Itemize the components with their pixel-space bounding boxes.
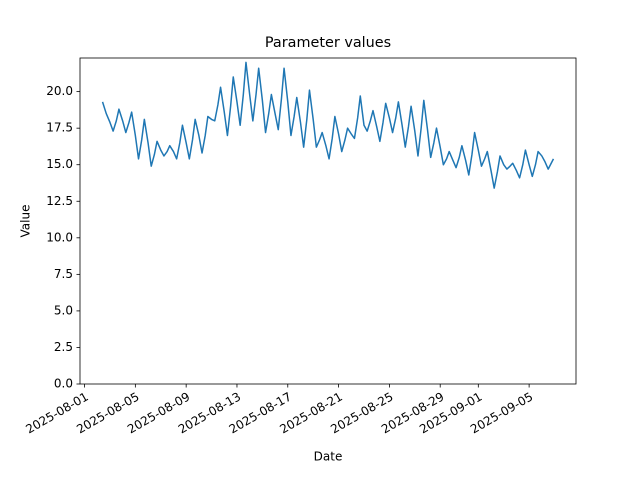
y-tick-label: 12.5	[46, 194, 73, 208]
y-tick-label: 15.0	[46, 157, 73, 171]
chart-title: Parameter values	[265, 35, 391, 51]
y-tick-label: 0.0	[54, 377, 73, 391]
x-axis-label: Date	[314, 450, 343, 464]
data-line	[101, 61, 555, 189]
y-tick-label: 10.0	[46, 230, 73, 244]
y-tick-label: 2.5	[54, 340, 73, 354]
y-tick-label: 20.0	[46, 84, 73, 98]
y-tick-label: 17.5	[46, 121, 73, 135]
plot-frame	[79, 57, 577, 385]
y-tick-label: 7.5	[54, 267, 73, 281]
y-axis-label: Value	[19, 205, 33, 238]
y-tick-label: 5.0	[54, 303, 73, 317]
